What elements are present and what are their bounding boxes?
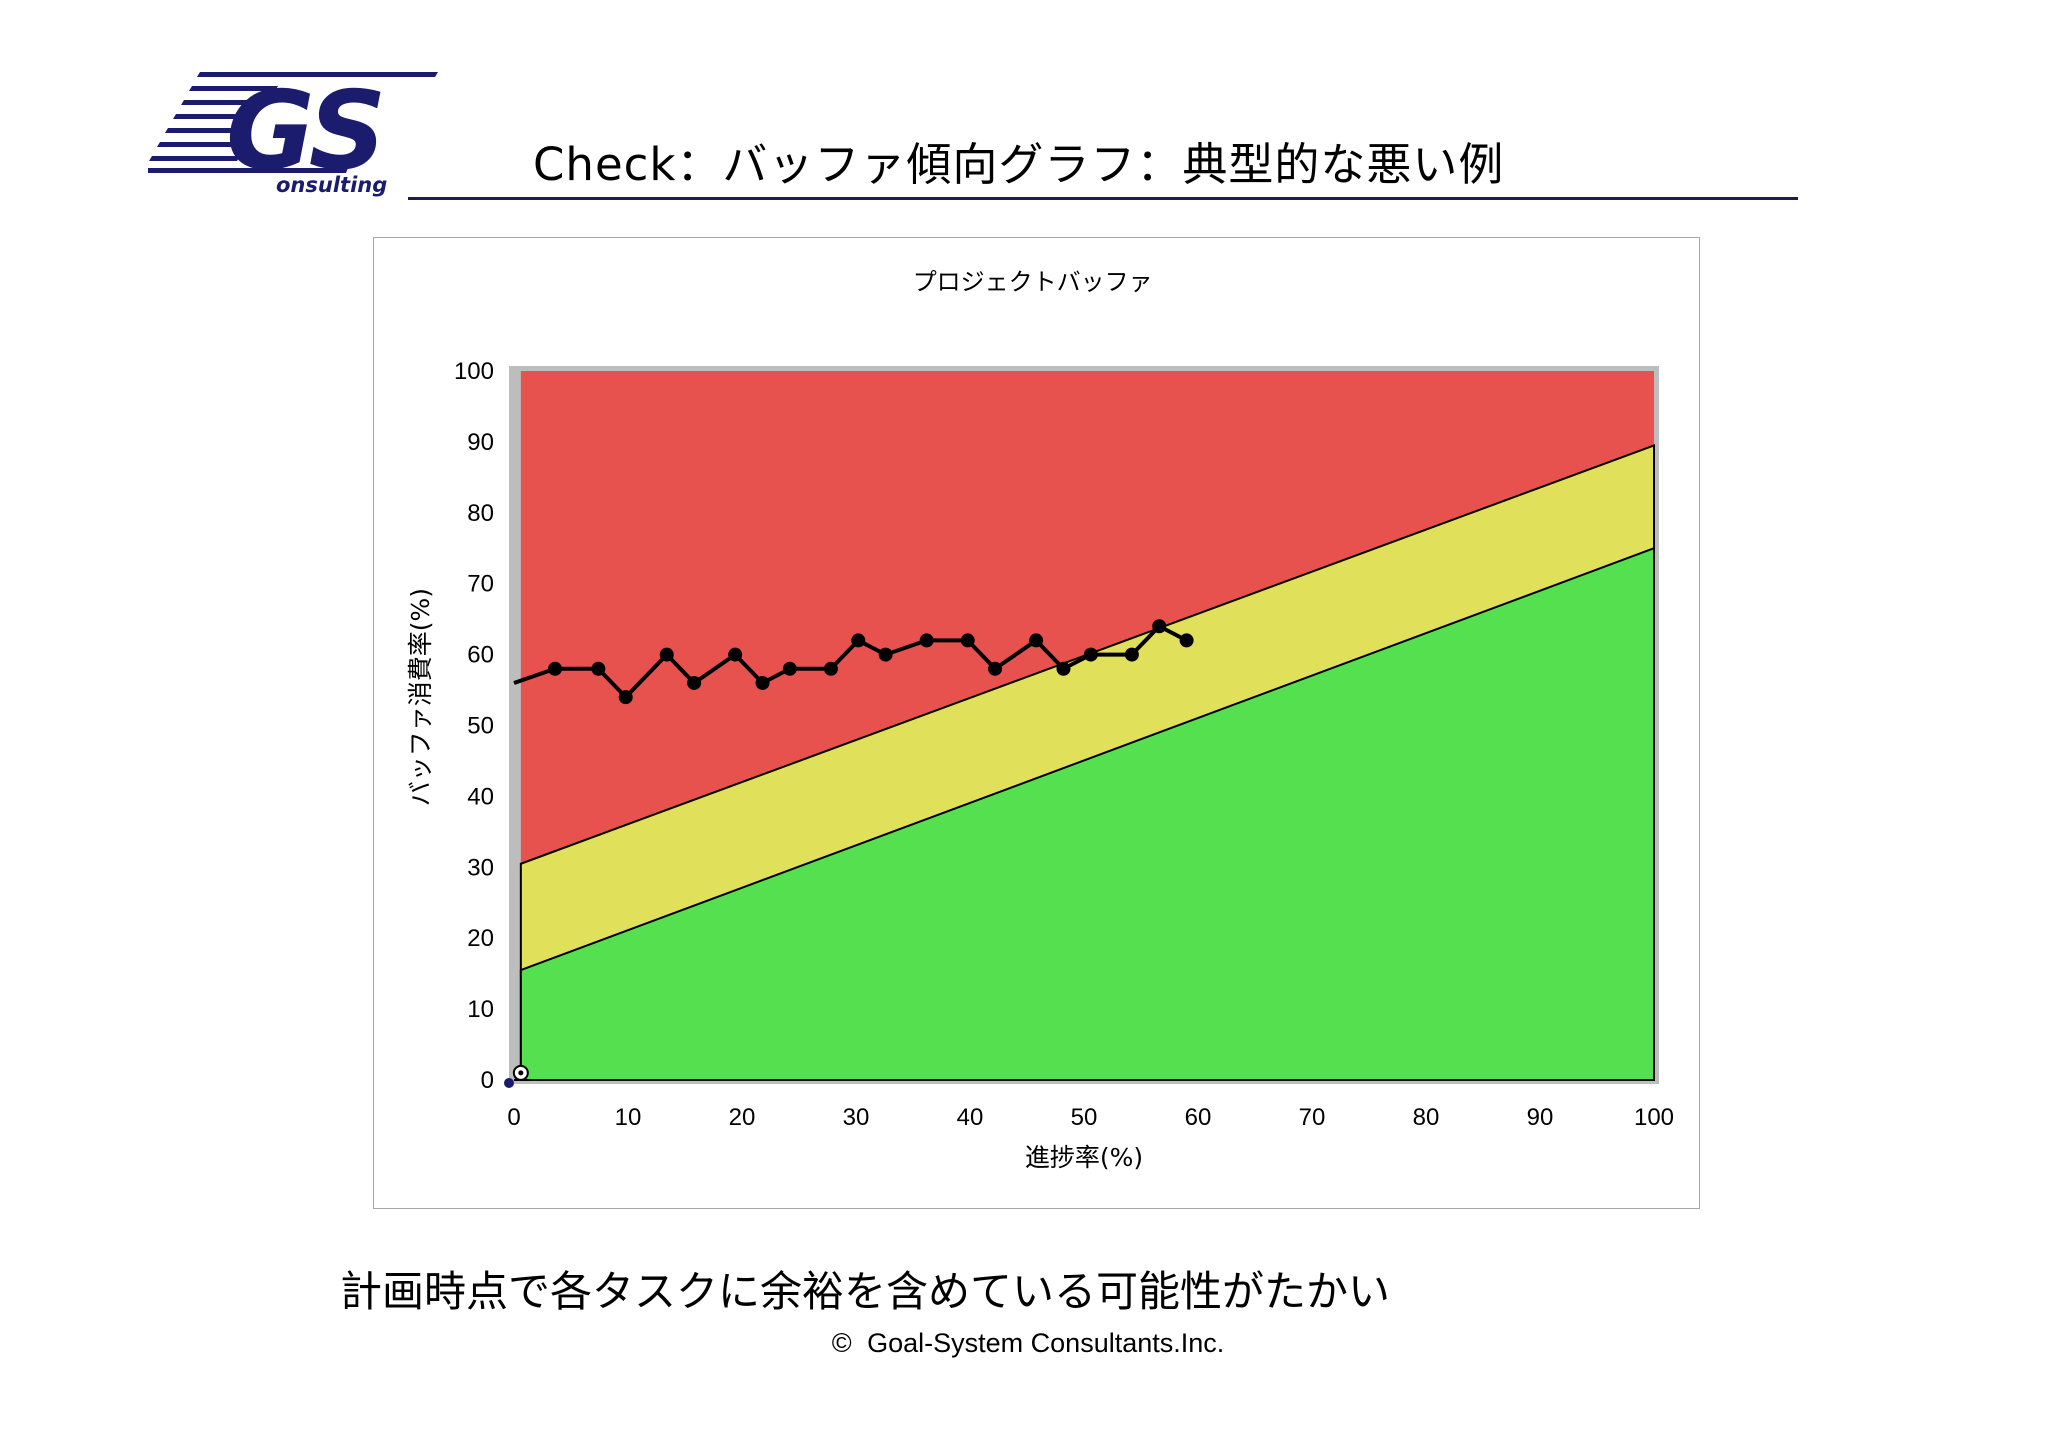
data-point [618,690,633,705]
data-point [988,661,1003,676]
y-tick-label: 20 [467,925,494,952]
data-point [851,633,866,648]
footer-note: 計画時点で各タスクに余裕を含めている可能性がたかい [340,1267,1391,1316]
data-point [687,675,702,690]
logo-stripe [165,128,248,133]
data-point [782,661,797,676]
y-tick-label: 0 [481,1067,494,1094]
logo-stripe [197,72,438,77]
chart-title: プロジェクトバッファ [913,268,1153,296]
data-point [1124,647,1139,662]
origin-ring-dot [518,1070,524,1076]
data-point [728,647,743,662]
data-point [659,647,674,662]
title-divider [408,197,1798,200]
logo-text: GS [226,69,381,194]
data-point [1152,619,1167,634]
logo-stripe [157,142,242,147]
x-tick-label: 20 [729,1104,756,1131]
data-point [1056,661,1071,676]
data-point [548,661,563,676]
y-tick-label: 10 [467,996,494,1023]
x-tick-label: 30 [843,1104,870,1131]
x-tick-label: 90 [1527,1104,1554,1131]
data-point [591,661,606,676]
copyright-text: Goal-System Consultants.Inc. [867,1328,1225,1358]
logo-stripe [181,100,266,105]
data-point [1083,647,1098,662]
data-point [1029,633,1044,648]
x-axis-title: 進捗率(%) [1025,1143,1143,1172]
x-tick-label: 80 [1413,1104,1440,1131]
slide-title: Check：バッファ傾向グラフ：典型的な悪い例 [533,138,1505,191]
x-tick-label: 40 [957,1104,984,1131]
y-axis-title: バッファ消費率(%) [406,588,435,806]
gs-consulting-logo: GS onsulting [148,69,438,197]
logo-subtext: onsulting [276,173,387,197]
y-tick-label: 70 [467,571,494,598]
logo-stripe [149,156,240,161]
copyright: © Goal-System Consultants.Inc. [0,1328,2048,1359]
y-tick-label: 80 [467,500,494,527]
logo-stripe [148,168,348,173]
data-point [878,647,893,662]
logo-stripe [189,86,278,91]
x-tick-label: 10 [615,1104,642,1131]
y-tick-label: 100 [454,358,494,385]
y-tick-label: 40 [467,783,494,810]
y-tick-label: 60 [467,642,494,669]
copyright-symbol: © [831,1328,852,1358]
x-tick-label: 0 [507,1104,520,1131]
data-point [1179,633,1194,648]
x-tick-label: 60 [1185,1104,1212,1131]
data-point [960,633,975,648]
y-tick-label: 50 [467,713,494,740]
buffer-trend-chart: プロジェクトバッファ 0 10 20 30 40 50 60 70 80 90 100 0 10 20 30 4… [406,268,1674,1172]
x-tick-label: 50 [1071,1104,1098,1131]
data-point [755,675,770,690]
y-tick-label: 90 [467,429,494,456]
data-point [823,661,838,676]
data-point [919,633,934,648]
logo-stripe [173,114,256,119]
x-tick-label: 100 [1634,1104,1674,1131]
origin-marker [504,1078,514,1088]
x-tick-label: 70 [1299,1104,1326,1131]
y-tick-label: 30 [467,854,494,881]
